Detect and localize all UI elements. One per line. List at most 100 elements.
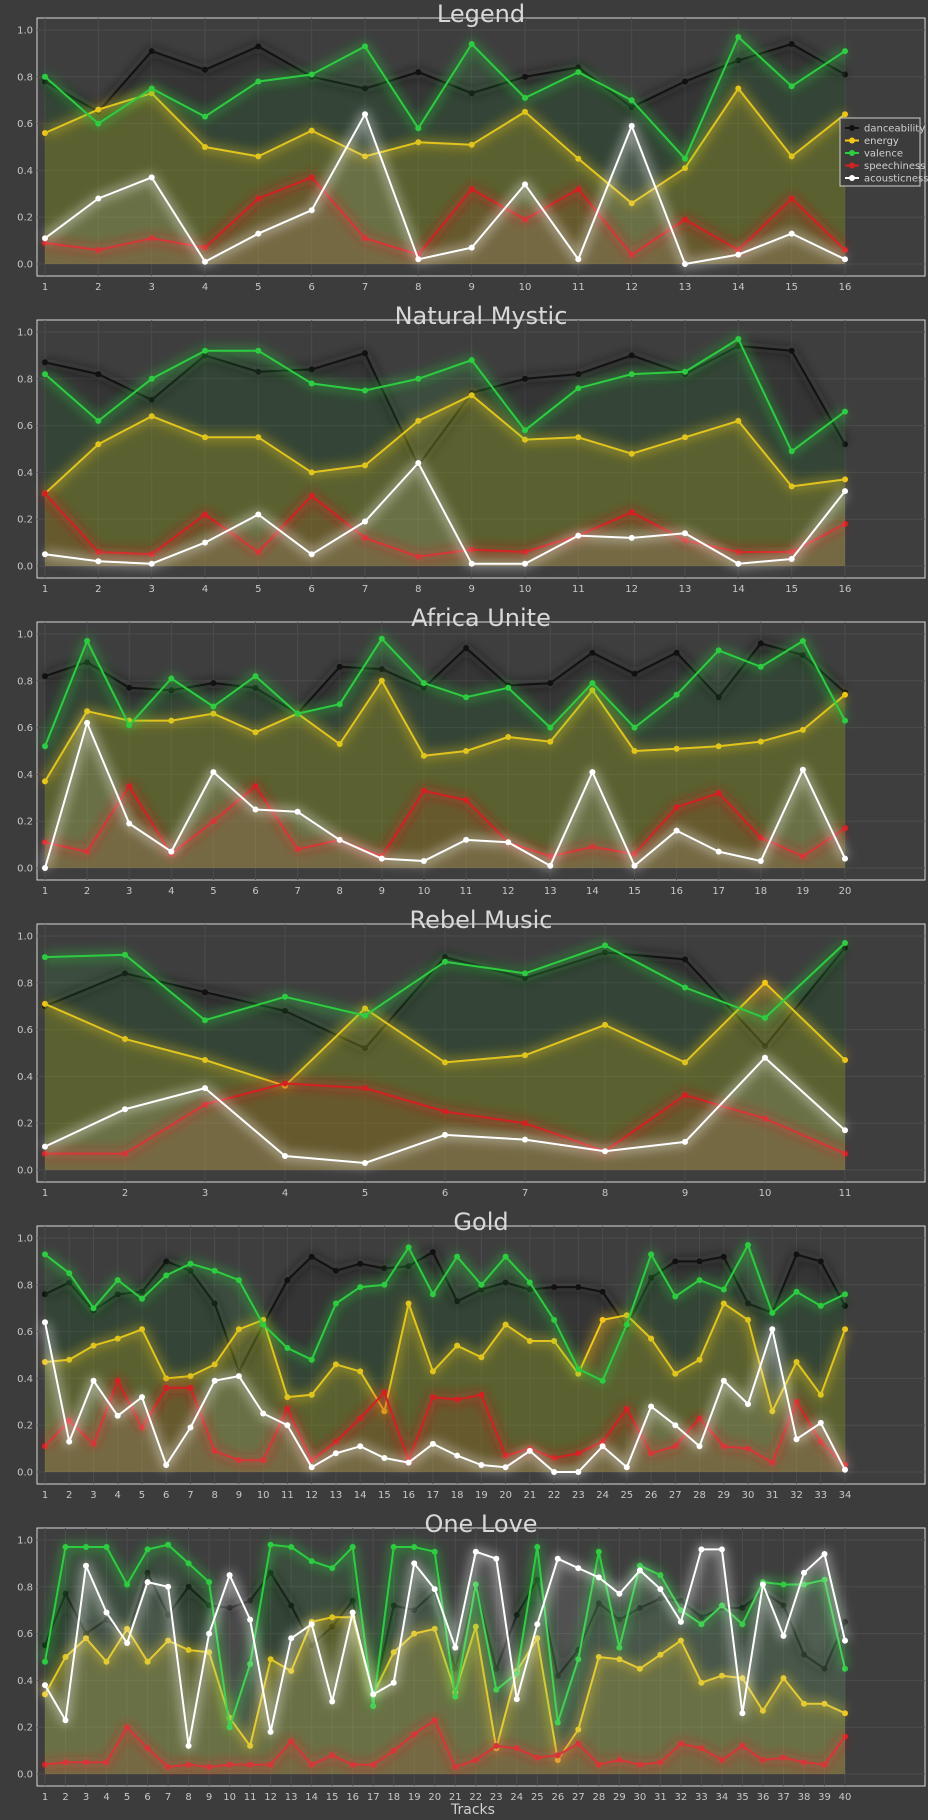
point-speechiness <box>90 1440 97 1447</box>
point-energy <box>628 200 635 207</box>
point-acousticness <box>202 539 208 546</box>
point-acousticness <box>718 1546 725 1553</box>
point-valence <box>362 43 368 50</box>
x-tick-label: 17 <box>367 1792 380 1803</box>
y-tick-label: 0.6 <box>17 723 33 734</box>
point-danceability <box>522 73 528 80</box>
point-speechiness <box>793 1398 800 1405</box>
legend-label-danceability: danceability <box>864 124 925 135</box>
point-speechiness <box>187 1384 194 1391</box>
point-speechiness <box>739 1742 746 1749</box>
point-danceability <box>599 1288 606 1295</box>
point-valence <box>735 336 742 342</box>
point-valence <box>163 1272 170 1279</box>
point-valence <box>623 1321 630 1328</box>
point-danceability <box>210 680 217 687</box>
point-valence <box>502 1253 509 1260</box>
point-danceability <box>62 1590 69 1597</box>
point-acousticness <box>463 836 470 843</box>
x-tick-label: 30 <box>742 1490 755 1501</box>
point-speechiness <box>124 1724 131 1731</box>
point-acousticness <box>144 1579 151 1586</box>
point-acousticness <box>202 258 208 265</box>
point-acousticness <box>185 1742 192 1749</box>
point-energy <box>332 1361 339 1368</box>
point-speechiness <box>282 1080 288 1087</box>
x-tick-label: 2 <box>62 1792 68 1803</box>
y-tick-label: 0.0 <box>17 1468 33 1479</box>
point-speechiness <box>420 787 427 794</box>
y-tick-label: 0.2 <box>17 213 33 224</box>
point-acousticness <box>696 1443 703 1450</box>
point-energy <box>602 1021 608 1028</box>
x-tick-label: 3 <box>148 282 154 293</box>
point-valence <box>42 743 48 750</box>
point-acousticness <box>599 1443 606 1450</box>
x-tick-label: 3 <box>126 886 132 897</box>
point-acousticness <box>526 1447 533 1454</box>
point-valence <box>294 710 301 717</box>
point-valence <box>628 97 635 104</box>
x-tick-label: 1 <box>42 886 48 897</box>
y-tick-label: 0.0 <box>17 1770 33 1781</box>
point-acousticness <box>429 1440 436 1447</box>
x-tick-label: 11 <box>244 1792 257 1803</box>
point-acousticness <box>673 827 680 834</box>
y-tick-label: 0.8 <box>17 676 33 687</box>
y-tick-label: 0.4 <box>17 1676 33 1687</box>
point-speechiness <box>284 1405 291 1412</box>
point-speechiness <box>616 1757 623 1763</box>
point-acousticness <box>842 488 848 495</box>
point-energy <box>357 1368 364 1375</box>
x-tick-label: 10 <box>257 1490 270 1501</box>
y-tick-label: 1.0 <box>17 1234 33 1245</box>
point-valence <box>308 71 315 78</box>
point-acousticness <box>122 1106 128 1113</box>
point-speechiness <box>757 834 764 841</box>
x-tick-label: 35 <box>736 1792 749 1803</box>
point-energy <box>799 726 806 733</box>
point-speechiness <box>452 1764 459 1770</box>
point-danceability <box>589 649 596 656</box>
point-valence <box>799 638 806 644</box>
point-danceability <box>362 85 368 92</box>
point-valence <box>210 703 217 710</box>
point-valence <box>522 94 528 101</box>
x-tick-label: 23 <box>572 1490 585 1501</box>
point-energy <box>185 1647 192 1653</box>
y-tick-label: 0.6 <box>17 119 33 130</box>
point-acousticness <box>575 532 582 539</box>
point-speechiness <box>260 1457 267 1464</box>
legend-marker-danceability <box>849 125 855 131</box>
x-tick-label: 5 <box>255 584 261 595</box>
point-speechiness <box>362 1085 368 1092</box>
point-acousticness <box>114 1412 121 1419</box>
point-acousticness <box>547 862 554 869</box>
point-speechiness <box>799 853 806 860</box>
x-tick-label: 15 <box>785 584 798 595</box>
point-speechiness <box>202 511 208 518</box>
point-energy <box>673 745 680 752</box>
point-valence <box>534 1544 541 1550</box>
point-energy <box>308 127 315 134</box>
point-valence <box>739 1621 746 1628</box>
point-valence <box>735 34 742 40</box>
point-acousticness <box>62 1717 69 1724</box>
point-energy <box>682 165 688 172</box>
point-acousticness <box>42 551 48 558</box>
point-energy <box>362 153 368 160</box>
x-tick-label: 27 <box>572 1792 585 1803</box>
point-energy <box>715 743 722 750</box>
point-energy <box>682 434 688 441</box>
point-acousticness <box>66 1438 73 1445</box>
x-tick-label: 1 <box>42 1188 48 1199</box>
point-speechiness <box>745 1445 751 1452</box>
point-energy <box>42 1000 48 1007</box>
point-acousticness <box>628 534 635 541</box>
point-speechiness <box>636 1761 643 1768</box>
point-acousticness <box>84 719 91 726</box>
chart-title: Natural Mystic <box>395 302 568 330</box>
x-tick-label: 16 <box>670 886 683 897</box>
point-danceability <box>842 441 848 448</box>
